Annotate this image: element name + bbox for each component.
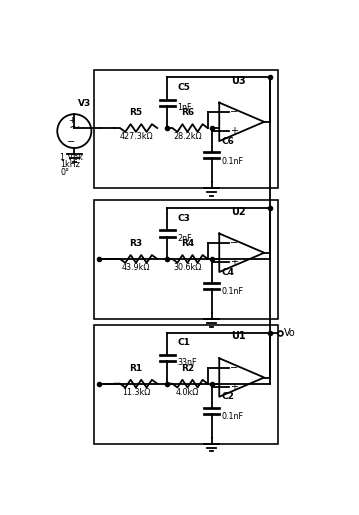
Text: 427.3kΩ: 427.3kΩ <box>119 132 153 141</box>
Text: 4.0kΩ: 4.0kΩ <box>176 387 199 397</box>
Text: C3: C3 <box>177 214 190 222</box>
Text: −: − <box>230 107 238 117</box>
Text: C5: C5 <box>177 83 190 92</box>
Text: C4: C4 <box>222 268 234 277</box>
Text: 0°: 0° <box>60 168 69 177</box>
Text: C2: C2 <box>222 392 234 401</box>
Text: 33nF: 33nF <box>177 358 197 367</box>
Bar <box>94 325 278 444</box>
Text: U2: U2 <box>231 207 246 217</box>
Text: V3: V3 <box>78 99 92 108</box>
Text: Vo: Vo <box>284 328 295 338</box>
Text: 0.1nF: 0.1nF <box>222 157 243 165</box>
Text: 28.2kΩ: 28.2kΩ <box>173 132 202 141</box>
Text: R2: R2 <box>181 364 194 373</box>
Text: R3: R3 <box>129 239 143 248</box>
Text: 43.9kΩ: 43.9kΩ <box>122 263 150 272</box>
Text: 30.6kΩ: 30.6kΩ <box>173 263 202 272</box>
Text: 1 Vpk: 1 Vpk <box>60 152 83 162</box>
Text: R5: R5 <box>129 108 143 117</box>
Text: C6: C6 <box>222 136 234 146</box>
Text: +: + <box>230 258 238 267</box>
Text: R1: R1 <box>129 364 143 373</box>
Text: −: − <box>230 363 238 373</box>
Text: −: − <box>67 137 75 147</box>
Text: +: + <box>230 382 238 392</box>
Bar <box>94 70 278 188</box>
Text: 0.1nF: 0.1nF <box>222 287 243 297</box>
Text: R6: R6 <box>181 108 194 117</box>
Text: 0.1nF: 0.1nF <box>222 412 243 421</box>
Text: U3: U3 <box>231 76 246 85</box>
Text: C1: C1 <box>177 338 190 348</box>
Bar <box>94 200 278 319</box>
Text: 1nF: 1nF <box>177 102 192 112</box>
Text: 11.3kΩ: 11.3kΩ <box>122 387 150 397</box>
Text: −: − <box>230 238 238 248</box>
Text: R4: R4 <box>181 239 194 248</box>
Text: 1kHz: 1kHz <box>60 160 80 169</box>
Text: +: + <box>230 127 238 136</box>
Text: U1: U1 <box>231 331 246 341</box>
Text: +: + <box>68 116 75 125</box>
Text: ~: ~ <box>69 121 80 135</box>
Text: 2nF: 2nF <box>177 233 192 243</box>
